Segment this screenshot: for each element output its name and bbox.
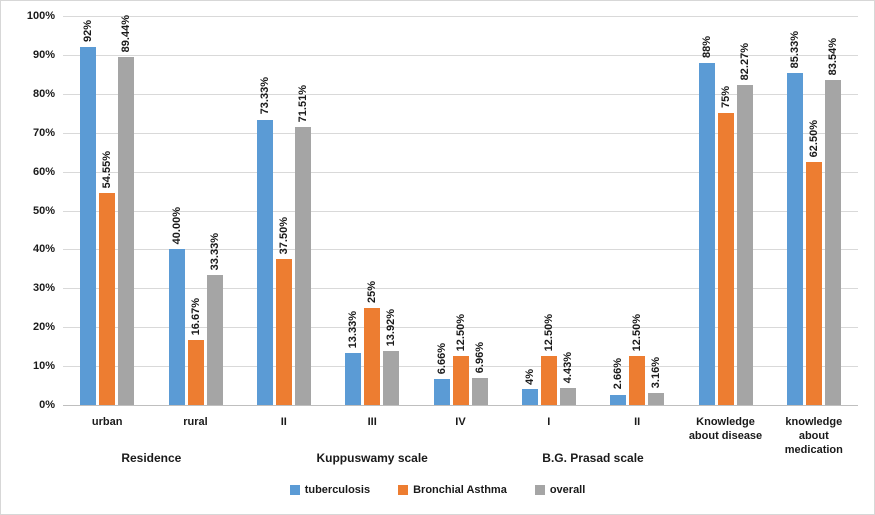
legend: tuberculosis Bronchial Asthma overall xyxy=(1,484,874,496)
category-label-4: IV xyxy=(455,416,466,428)
bar-label-overall-0: 89.44% xyxy=(120,14,133,53)
y-tick-label: 90% xyxy=(32,48,55,61)
legend-item-tuberculosis: tuberculosis xyxy=(289,484,371,496)
bar-label-bronchial-asthma-3: 25% xyxy=(366,280,379,303)
category-label-5: I xyxy=(547,416,551,428)
bar-bronchial-asthma-2 xyxy=(275,259,292,405)
bar-label-bronchial-asthma-6: 12.50% xyxy=(631,314,644,352)
gridline xyxy=(63,288,858,290)
gridline xyxy=(63,327,858,329)
bar-bronchial-asthma-1 xyxy=(187,340,204,405)
bar-tuberculosis-8 xyxy=(786,73,803,405)
legend-label: Bronchial Asthma xyxy=(413,484,507,496)
bar-label-tuberculosis-4: 6.66% xyxy=(435,342,448,375)
y-tick-label: 80% xyxy=(32,87,55,100)
bar-bronchial-asthma-0 xyxy=(99,192,116,405)
bar-label-bronchial-asthma-1: 16.67% xyxy=(189,297,202,336)
bar-tuberculosis-7 xyxy=(698,62,715,405)
legend-swatch-tuberculosis xyxy=(289,485,300,495)
legend-swatch-bronchial-asthma xyxy=(398,485,409,495)
bar-label-tuberculosis-1: 40.00% xyxy=(170,207,183,245)
bar-label-tuberculosis-8: 85.33% xyxy=(788,30,801,69)
bar-bronchial-asthma-6 xyxy=(629,356,646,405)
bar-overall-4 xyxy=(471,377,488,405)
y-tick-label: 60% xyxy=(32,165,55,178)
gridline xyxy=(63,210,858,212)
bar-label-overall-1: 33.33% xyxy=(208,233,221,271)
group-label-residence: Residence xyxy=(121,451,182,465)
y-tick-label: 20% xyxy=(32,321,55,334)
category-label-1: rural xyxy=(183,416,208,428)
bar-label-bronchial-asthma-7: 75% xyxy=(719,86,732,109)
bar-label-overall-4: 6.96% xyxy=(473,341,486,373)
bar-label-tuberculosis-7: 88% xyxy=(700,35,713,58)
bar-overall-6 xyxy=(648,392,665,405)
y-tick-label: 50% xyxy=(32,204,55,217)
y-tick-label: 30% xyxy=(32,282,55,295)
bar-label-overall-7: 82.27% xyxy=(738,42,751,80)
bar-bronchial-asthma-3 xyxy=(364,307,381,405)
y-tick-label: 100% xyxy=(26,10,55,22)
bar-label-bronchial-asthma-5: 12.50% xyxy=(542,314,555,352)
group-label-kuppuswamy-scale: Kuppuswamy scale xyxy=(316,451,428,465)
gridline xyxy=(63,54,858,56)
legend-item-overall: overall xyxy=(534,484,586,496)
x-axis-line xyxy=(63,405,858,406)
bar-overall-0 xyxy=(118,57,135,405)
y-tick-label: 10% xyxy=(32,360,55,373)
bar-label-overall-5: 4.43% xyxy=(561,351,574,383)
bar-tuberculosis-5 xyxy=(521,389,538,405)
legend-item-bronchial-asthma: Bronchial Asthma xyxy=(398,484,507,496)
bar-bronchial-asthma-4 xyxy=(452,356,469,405)
category-label-3: III xyxy=(367,416,377,428)
bar-overall-1 xyxy=(206,275,223,405)
category-label-8: knowledge about medication xyxy=(784,416,843,456)
bar-label-overall-2: 71.51% xyxy=(296,84,309,122)
bar-label-tuberculosis-2: 73.33% xyxy=(258,77,271,115)
y-tick-label: 70% xyxy=(32,126,55,139)
bar-label-bronchial-asthma-0: 54.55% xyxy=(101,150,114,188)
bar-bronchial-asthma-5 xyxy=(540,356,557,405)
y-tick-label: 40% xyxy=(32,243,55,256)
bar-bronchial-asthma-8 xyxy=(805,161,822,405)
bar-bronchial-asthma-7 xyxy=(717,113,734,405)
category-label-0: urban xyxy=(91,416,123,428)
bar-tuberculosis-6 xyxy=(610,394,627,405)
legend-label: tuberculosis xyxy=(304,484,371,496)
bar-label-tuberculosis-0: 92% xyxy=(82,20,95,43)
category-label-7: Knowledge about disease xyxy=(688,416,763,442)
bar-overall-7 xyxy=(736,84,753,405)
bar-overall-5 xyxy=(559,387,576,405)
bar-tuberculosis-2 xyxy=(256,119,273,405)
gridline xyxy=(63,249,858,251)
group-label-b-g-prasad-scale: B.G. Prasad scale xyxy=(542,451,644,465)
gridline xyxy=(63,132,858,134)
bar-label-tuberculosis-6: 2.66% xyxy=(612,358,625,390)
category-label-6: II xyxy=(634,416,641,428)
bar-overall-3 xyxy=(383,350,400,405)
y-tick-label: 0% xyxy=(39,399,55,411)
bar-tuberculosis-4 xyxy=(433,379,450,405)
gridline xyxy=(63,171,858,173)
legend-swatch-overall xyxy=(534,485,545,495)
bar-label-bronchial-asthma-4: 12.50% xyxy=(454,314,467,352)
bar-label-bronchial-asthma-8: 62.50% xyxy=(807,119,820,157)
bar-label-overall-6: 3.16% xyxy=(650,356,663,388)
bar-tuberculosis-1 xyxy=(168,249,185,405)
legend-label: overall xyxy=(549,484,586,496)
bar-label-bronchial-asthma-2: 37.50% xyxy=(277,216,290,255)
bar-label-overall-8: 83.54% xyxy=(826,37,839,76)
bar-tuberculosis-0 xyxy=(80,47,97,405)
gridline xyxy=(63,93,858,95)
bar-overall-8 xyxy=(824,80,841,405)
bar-label-overall-3: 13.92% xyxy=(385,308,398,346)
bar-tuberculosis-3 xyxy=(345,353,362,405)
bar-overall-2 xyxy=(294,126,311,405)
bar-label-tuberculosis-3: 13.33% xyxy=(347,310,360,349)
gridline xyxy=(63,16,858,17)
category-label-2: II xyxy=(280,416,287,428)
bar-label-tuberculosis-5: 4% xyxy=(523,368,536,385)
